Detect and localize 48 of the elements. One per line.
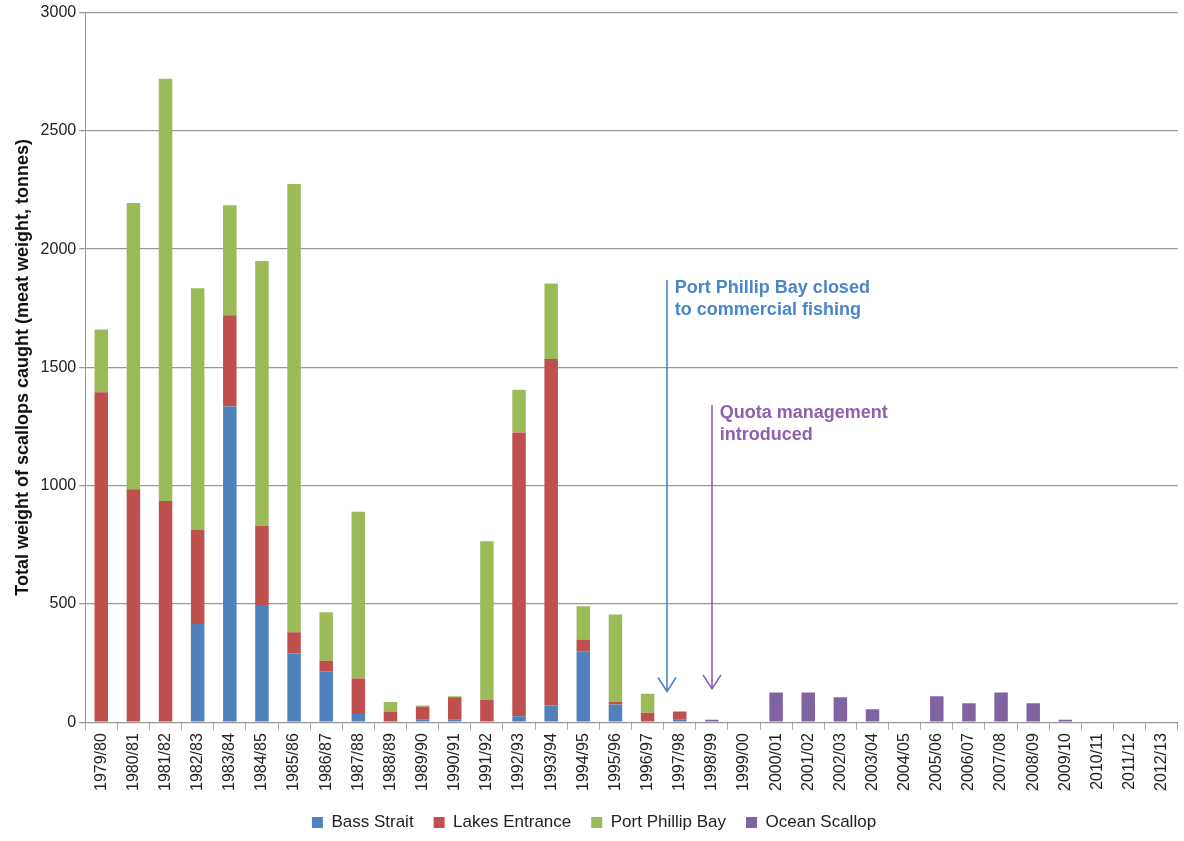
x-tick-label: 1996/97 — [637, 733, 655, 792]
x-tick-label: 1999/00 — [734, 733, 752, 792]
x-tick-label: 1979/80 — [91, 733, 109, 792]
y-tick-label: 3000 — [40, 3, 77, 21]
y-tick-label: 0 — [67, 712, 77, 730]
y-axis-title: Total weight of scallops caught (meat weight, tonnes) — [11, 139, 32, 596]
x-tick-label: 1997/98 — [670, 733, 688, 792]
x-tick-label: 2004/05 — [895, 733, 913, 792]
x-tick-label: 2003/04 — [862, 733, 880, 792]
x-tick-label: 1981/82 — [155, 733, 173, 792]
legend-label: Lakes Entrance — [453, 812, 572, 832]
x-tick-label: 2006/07 — [959, 733, 977, 792]
annotation: Port Phillip Bay closed to commercial fishing — [674, 275, 870, 320]
x-tick-label: 2000/01 — [766, 733, 784, 792]
x-tick-label: 2012/13 — [1152, 733, 1170, 792]
x-tick-label: 1998/99 — [702, 733, 720, 792]
x-tick-label: 2007/08 — [991, 733, 1009, 792]
legend-label: Ocean Scallop — [765, 812, 877, 832]
legend-label: Bass Strait — [331, 812, 414, 832]
x-tick-label: 1987/88 — [348, 733, 366, 792]
x-tick-label: 1988/89 — [380, 733, 398, 792]
y-tick-label: 500 — [49, 594, 77, 612]
x-tick-label: 2002/03 — [830, 733, 848, 792]
y-tick-label: 1500 — [40, 357, 77, 375]
x-tick-label: 1980/81 — [123, 733, 141, 792]
y-tick-label: 1000 — [40, 476, 77, 494]
x-tick-label: 1984/85 — [252, 733, 270, 792]
x-tick-label: 1986/87 — [316, 733, 334, 792]
x-tick-label: 1993/94 — [541, 733, 559, 792]
x-tick-label: 1995/96 — [605, 733, 623, 792]
x-tick-label: 1991/92 — [477, 733, 495, 792]
x-tick-label: 1982/83 — [188, 733, 206, 792]
x-tick-label: 1990/91 — [445, 733, 463, 792]
annotation: Quota management introduced — [719, 401, 888, 446]
x-tick-label: 1994/95 — [573, 733, 591, 792]
x-tick-label: 1985/86 — [284, 733, 302, 792]
x-tick-label: 2010/11 — [1087, 733, 1105, 790]
x-tick-label: 1983/84 — [220, 733, 238, 792]
x-tick-label: 2005/06 — [927, 733, 945, 792]
y-tick-label: 2000 — [40, 239, 77, 257]
legend-label: Port Phillip Bay — [610, 812, 727, 832]
x-tick-label: 2011/12 — [1120, 733, 1138, 790]
x-tick-label: 2008/09 — [1023, 733, 1041, 792]
x-tick-label: 2001/02 — [798, 733, 816, 792]
x-tick-label: 1992/93 — [509, 733, 527, 792]
x-tick-label: 2009/10 — [1055, 733, 1073, 792]
y-tick-label: 2500 — [40, 121, 77, 139]
x-tick-label: 1989/90 — [413, 733, 431, 792]
